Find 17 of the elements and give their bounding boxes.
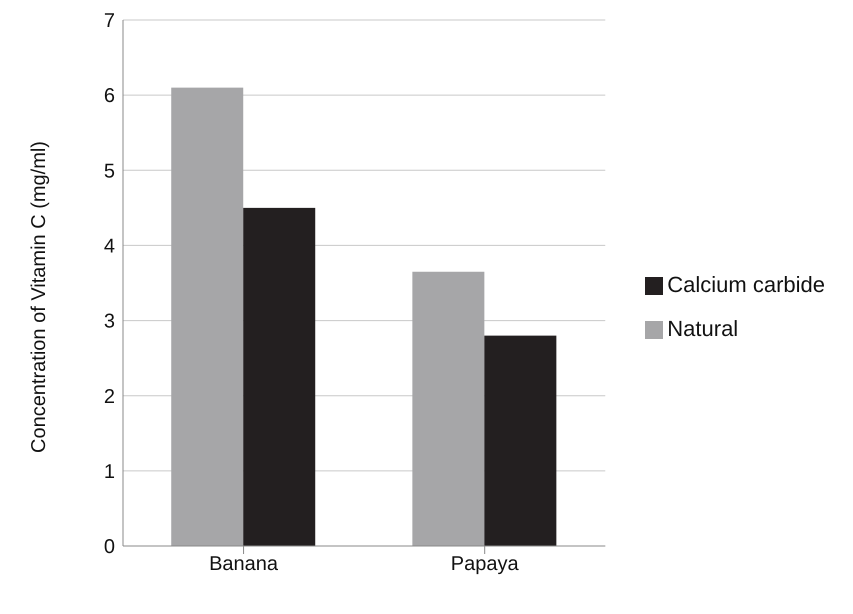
y-tick-label: 3 [104, 310, 115, 333]
y-tick-label: 1 [104, 460, 115, 483]
x-tick-label: Banana [209, 553, 279, 576]
bar [171, 88, 244, 546]
y-axis-title: Concentration of Vitamin C (mg/ml) [28, 141, 50, 453]
legend-label: Calcium carbide [667, 272, 825, 297]
y-tick-label: 4 [104, 236, 115, 258]
y-tick-label: 2 [104, 386, 115, 408]
legend-label: Natural [667, 316, 738, 341]
bar [484, 336, 556, 546]
bar [412, 272, 484, 546]
y-tick-label: 0 [104, 536, 115, 558]
y-tick-label: 7 [104, 10, 115, 32]
x-tick-label: Papaya [450, 553, 520, 576]
y-tick-label: 5 [104, 160, 115, 182]
y-tick-label: 6 [104, 85, 115, 108]
bar [243, 208, 316, 546]
